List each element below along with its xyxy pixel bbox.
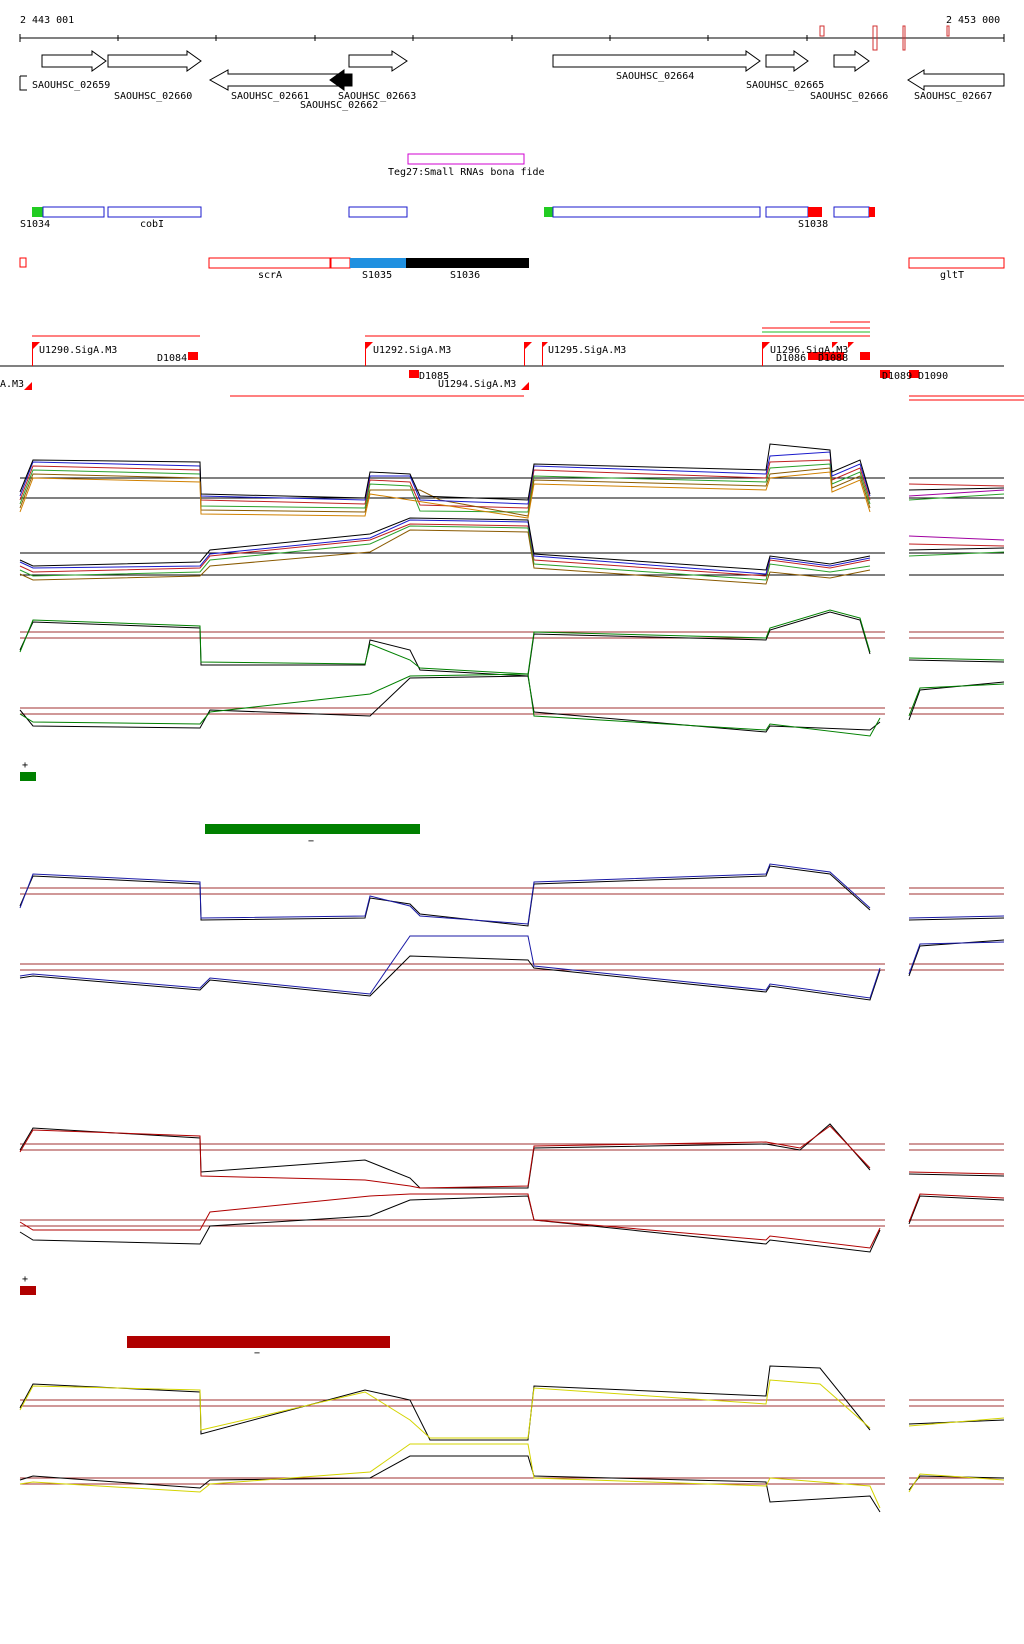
gene-arrow (329, 69, 353, 91)
promoter-label: D1089 (882, 371, 912, 382)
promoter-label: D1088 (818, 353, 848, 364)
segment-label: S1034 (20, 219, 50, 230)
promoter-label: U1295.SigA.M3 (548, 345, 626, 356)
gene-arrow (208, 69, 343, 91)
expression-panel-blue (19, 863, 1005, 1001)
expression-panel-yellow (19, 1365, 1005, 1513)
coordinate-axis: 2 443 001 2 453 000 (19, 15, 1005, 51)
green-minus-label: − (308, 836, 314, 847)
gene-arrow (907, 69, 1005, 91)
gene-arrow (41, 50, 107, 72)
gene-label: SAOUHSC_02659 (32, 80, 110, 91)
promoter-label: U1296.SigA.M3 (770, 345, 848, 356)
segment-label: S1038 (798, 219, 828, 230)
gene-label: SAOUHSC_02663 (338, 91, 416, 102)
promoter-label: D1086 (776, 353, 806, 364)
red-plus-bar (20, 1286, 36, 1295)
promoter-label: A.M3 (0, 379, 24, 390)
feature-track: scrA S1035 S1036 gltT (19, 257, 1005, 281)
green-plus-bar (20, 772, 36, 781)
srna-track: Teg27:Small RNAs bona fide (388, 153, 545, 178)
gene-label: SAOUHSC_02661 (231, 91, 309, 102)
srna-label: Teg27:Small RNAs bona fide (388, 167, 545, 178)
expression-panel-multicolor (19, 443, 1005, 585)
gene-arrow (107, 50, 202, 72)
gene-label: SAOUHSC_02662 (300, 100, 378, 111)
axis-start-label: 2 443 001 (20, 15, 74, 26)
gene-label: SAOUHSC_02665 (746, 80, 824, 91)
gene-arrow (765, 50, 809, 72)
gene-labels: SAOUHSC_02659 SAOUHSC_02660 SAOUHSC_0266… (32, 71, 992, 111)
gene-label: SAOUHSC_02666 (810, 91, 888, 102)
gene-arrow (348, 50, 408, 72)
segment-label: cobI (140, 219, 164, 230)
feature-label: scrA (258, 270, 282, 281)
red-minus-label: − (254, 1348, 260, 1359)
feature-label: gltT (940, 270, 964, 281)
gene-label: SAOUHSC_02664 (616, 71, 694, 82)
feature-label: S1036 (450, 270, 480, 281)
promoter-label: D1085 (419, 371, 449, 382)
red-plus-label: + (22, 1274, 28, 1285)
gene-label: SAOUHSC_02660 (114, 91, 192, 102)
promoter-label: U1294.SigA.M3 (438, 379, 516, 390)
expression-panel-green: + − (19, 609, 1005, 847)
promoter-track: U1290.SigA.M3 U1292.SigA.M3 U1295.SigA.M… (0, 321, 1024, 401)
axis-end-label: 2 453 000 (946, 15, 1000, 26)
gene-arrow (19, 75, 27, 91)
segment-track: S1034 cobI S1038 (20, 206, 875, 230)
green-plus-label: + (22, 760, 28, 771)
feature-label: S1035 (362, 270, 392, 281)
red-minus-bar (127, 1336, 390, 1348)
promoter-label: D1084 (157, 353, 187, 364)
green-minus-bar (205, 824, 420, 834)
gene-arrow (552, 50, 761, 72)
gene-arrow (833, 50, 870, 72)
promoter-label: D1090 (918, 371, 948, 382)
expression-panel-red: + − (19, 1123, 1005, 1359)
gene-track (19, 50, 1005, 91)
promoter-label: U1292.SigA.M3 (373, 345, 451, 356)
promoter-label: U1290.SigA.M3 (39, 345, 117, 356)
gene-label: SAOUHSC_02667 (914, 91, 992, 102)
